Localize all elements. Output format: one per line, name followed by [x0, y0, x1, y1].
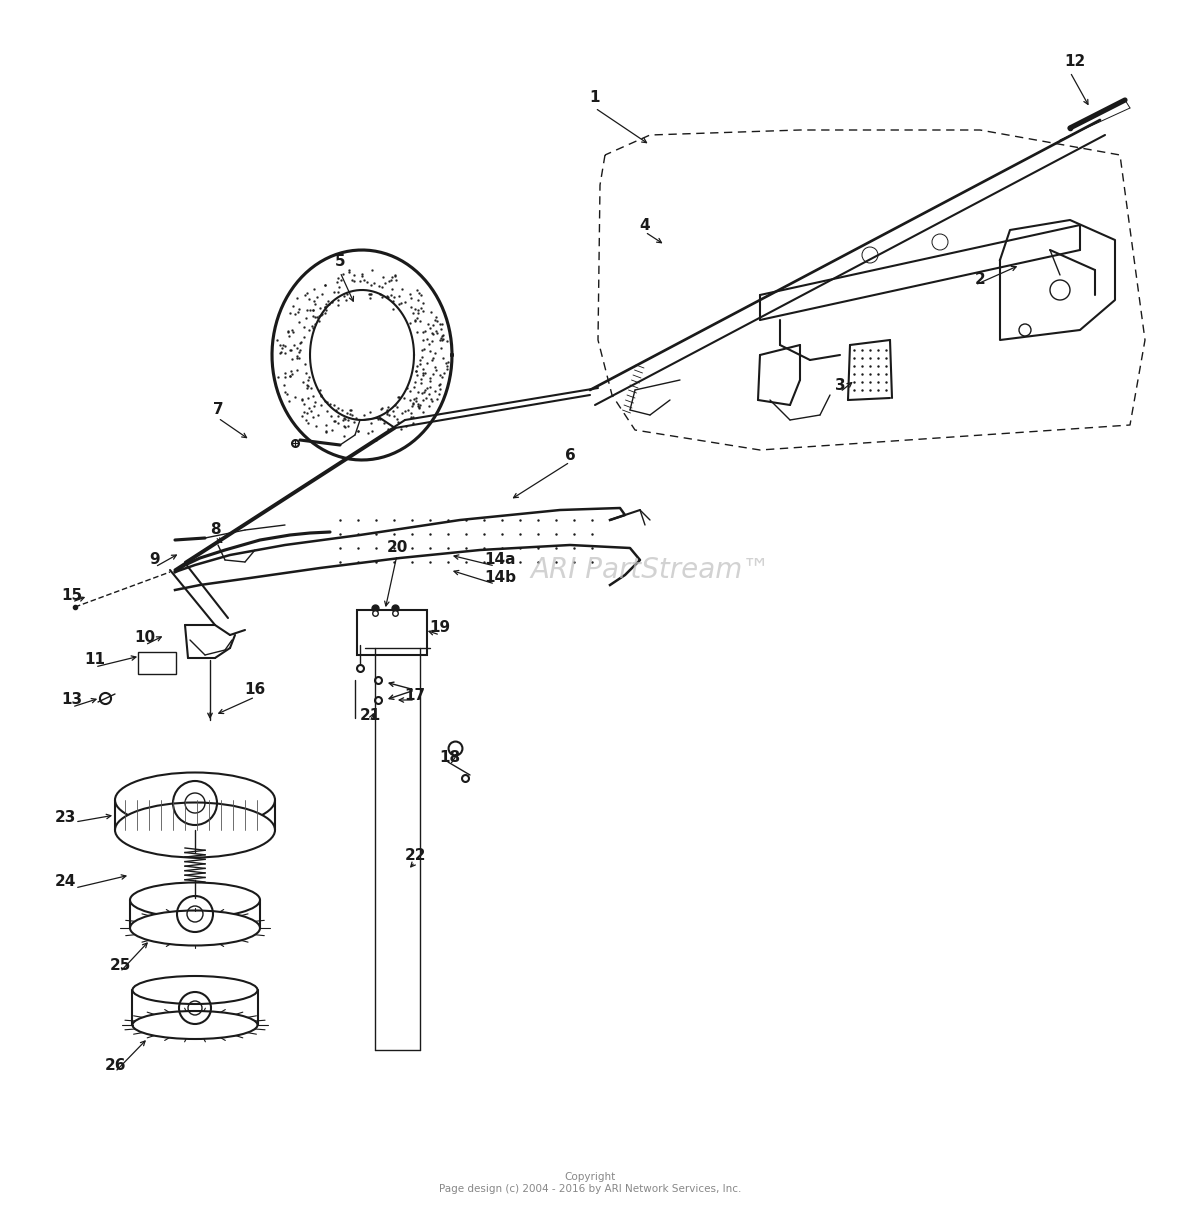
Text: 24: 24 [54, 875, 76, 889]
Text: 14a: 14a [484, 553, 516, 567]
Text: 5: 5 [335, 255, 346, 270]
Text: 15: 15 [61, 588, 83, 603]
Ellipse shape [132, 1011, 257, 1039]
Text: 17: 17 [405, 688, 426, 703]
Text: 1: 1 [590, 89, 601, 105]
Text: 9: 9 [150, 553, 160, 567]
Ellipse shape [114, 803, 275, 858]
Text: 12: 12 [1064, 55, 1086, 70]
Text: 26: 26 [104, 1058, 126, 1072]
Text: 3: 3 [834, 377, 845, 393]
Text: 22: 22 [405, 848, 426, 863]
Bar [138, 651, 176, 673]
Ellipse shape [114, 772, 275, 827]
Text: 7: 7 [212, 403, 223, 417]
Ellipse shape [132, 976, 257, 1004]
Text: 2: 2 [975, 272, 985, 288]
Text: 23: 23 [54, 810, 76, 826]
Text: ARI PartStream™: ARI PartStream™ [530, 556, 771, 584]
Text: 16: 16 [244, 682, 266, 698]
Text: 21: 21 [360, 708, 381, 722]
Text: 11: 11 [85, 653, 105, 667]
Text: 20: 20 [386, 540, 407, 555]
Text: 19: 19 [430, 621, 451, 636]
Text: 14b: 14b [484, 571, 516, 586]
Text: 13: 13 [61, 693, 83, 708]
Text: 25: 25 [110, 958, 131, 972]
Text: Copyright
Page design (c) 2004 - 2016 by ARI Network Services, Inc.: Copyright Page design (c) 2004 - 2016 by… [439, 1172, 741, 1194]
Ellipse shape [130, 882, 260, 917]
Text: 4: 4 [640, 217, 650, 233]
Text: 6: 6 [564, 448, 576, 462]
Text: 10: 10 [135, 631, 156, 645]
Bar [358, 610, 427, 655]
Ellipse shape [130, 910, 260, 946]
Text: 8: 8 [210, 522, 221, 538]
Text: 18: 18 [439, 750, 460, 765]
